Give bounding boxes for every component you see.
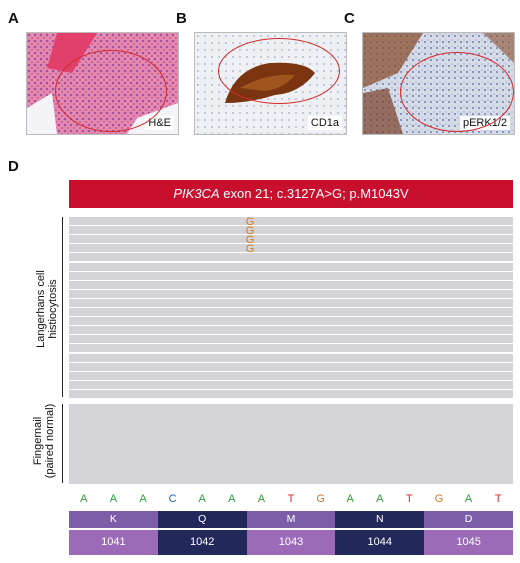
sequence-base: G (316, 493, 325, 505)
mutation-call: G (245, 225, 255, 238)
panel-label-d: D (8, 158, 19, 175)
sequence-base: A (228, 493, 236, 505)
sequence-base: A (376, 493, 384, 505)
sequence-base: A (198, 493, 206, 505)
panel-label-a: A (8, 10, 19, 27)
amino-acid: M (246, 511, 336, 528)
lch-group-label: Langerhans cell histiocytosis (35, 239, 61, 379)
amino-acid: N (335, 511, 425, 528)
variant-description: exon 21; c.3127A>G; p.M1043V (219, 186, 409, 201)
lch-read-row (69, 380, 513, 389)
codon-position: 1045 (424, 530, 513, 555)
lch-read-row (69, 362, 513, 371)
lch-read-row (69, 389, 513, 398)
normal-read-row (69, 420, 513, 428)
region-circle-b (218, 38, 340, 104)
lch-read-row (69, 344, 513, 353)
lch-label-line2: histiocytosis (47, 279, 59, 339)
sequence-base: T (494, 493, 502, 505)
codon-position: 1042 (157, 530, 247, 555)
mutation-call: G (245, 243, 255, 256)
sequence-base: A (109, 493, 118, 505)
sequence-base: A (80, 493, 88, 505)
lch-read-row (69, 289, 513, 298)
normal-read-row (69, 452, 513, 460)
sequence-base: A (346, 493, 354, 505)
sequence-base: T (406, 493, 413, 505)
lch-read-row (69, 235, 513, 244)
codon-position: 1044 (335, 530, 425, 555)
lch-read-row (69, 317, 513, 326)
normal-read-row (69, 476, 513, 484)
sequence-base: A (464, 493, 473, 505)
lch-read-row (69, 335, 513, 344)
normal-read-row (69, 404, 513, 412)
lch-label-line1: Langerhans cell (35, 270, 47, 348)
sequence-base: G (434, 493, 444, 505)
variant-banner: PIK3CA exon 21; c.3127A>G; p.M1043V (69, 180, 513, 208)
lch-read-row (69, 280, 513, 289)
lch-bracket (62, 217, 63, 397)
lch-read-row (69, 217, 513, 225)
lch-read-row (69, 226, 513, 235)
normal-read-row (69, 444, 513, 452)
codon-position: 1043 (246, 530, 336, 555)
amino-acid: Q (157, 511, 247, 528)
normal-group-label: Fingernail (paired normal) (32, 386, 58, 496)
lch-read-row (69, 262, 513, 271)
panel-label-b: B (176, 10, 187, 27)
codon-position: 1041 (69, 530, 158, 555)
region-circle-c (400, 52, 514, 132)
normal-read-row (69, 412, 513, 420)
lch-read-row (69, 371, 513, 380)
normal-read-row (69, 468, 513, 476)
normal-read-row (69, 428, 513, 436)
sequence-base: A (257, 493, 266, 505)
mutation-call: G (245, 216, 255, 228)
lch-read-row (69, 253, 513, 262)
mutation-call: G (245, 234, 255, 247)
amino-acid: K (69, 511, 158, 528)
lch-read-row (69, 308, 513, 316)
panel-label-c: C (344, 10, 355, 27)
lch-read-row (69, 353, 513, 362)
lch-read-row (69, 298, 513, 307)
sequence-base: A (139, 493, 147, 505)
sequence-base: T (287, 493, 295, 505)
gene-name: PIK3CA (173, 186, 220, 201)
amino-acid: D (424, 511, 513, 528)
nail-label-line2: (paired normal) (44, 403, 56, 479)
sequence-base: C (168, 493, 177, 505)
region-circle-a (55, 50, 167, 132)
normal-read-row (69, 460, 513, 468)
stain-label-he: H&E (145, 116, 174, 130)
normal-read-row (69, 436, 513, 444)
lch-read-row (69, 244, 513, 253)
stain-label-cd1a: CD1a (307, 116, 342, 130)
nail-label-line1: Fingernail (32, 416, 44, 466)
lch-read-row (69, 271, 513, 280)
normal-bracket (62, 404, 63, 483)
lch-read-row (69, 326, 513, 335)
